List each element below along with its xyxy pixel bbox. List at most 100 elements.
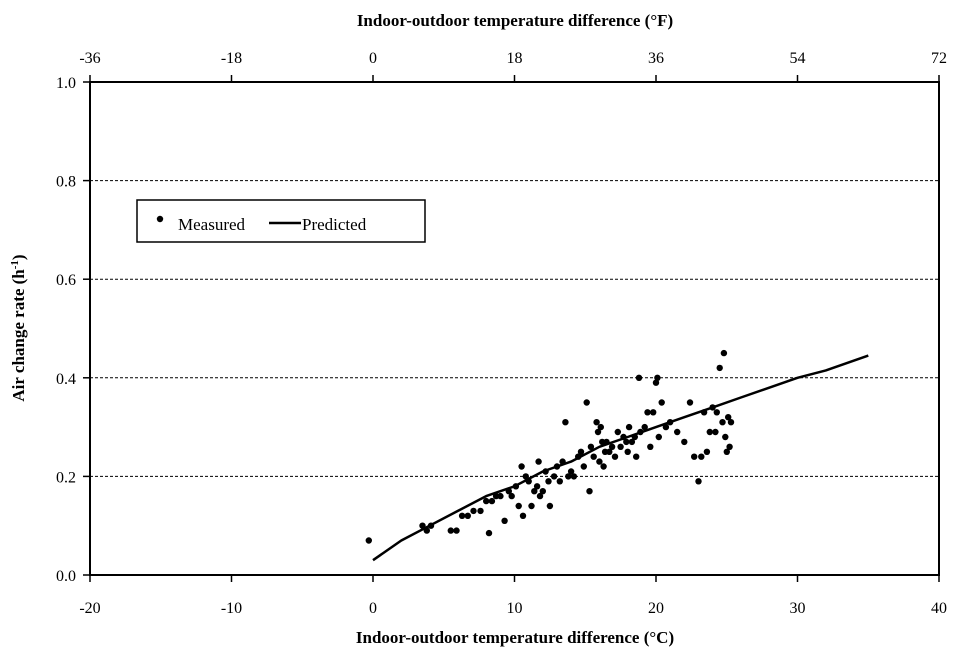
measured-point bbox=[583, 399, 590, 406]
measured-point bbox=[570, 473, 578, 480]
measured-point bbox=[528, 502, 535, 510]
measured-point bbox=[586, 488, 593, 495]
legend: Measured Predicted bbox=[136, 199, 426, 243]
measured-point bbox=[508, 492, 515, 500]
y-tick-label: 0.2 bbox=[56, 469, 76, 486]
y-tick-label: 0.6 bbox=[56, 272, 76, 289]
measured-point bbox=[691, 453, 698, 460]
measured-point bbox=[608, 443, 616, 450]
x2-tick-label: 54 bbox=[790, 50, 806, 67]
y-tick-label: 0.4 bbox=[56, 371, 76, 388]
measured-point bbox=[644, 409, 651, 416]
measured-point bbox=[505, 488, 512, 495]
legend-measured-label: Measured bbox=[178, 215, 246, 234]
measured-point bbox=[625, 423, 633, 431]
measured-point bbox=[647, 443, 654, 450]
measured-point bbox=[545, 478, 552, 485]
measured-point bbox=[723, 448, 730, 455]
measured-point bbox=[695, 478, 702, 485]
measured-point bbox=[722, 433, 729, 441]
measured-point bbox=[515, 502, 522, 510]
measured-point bbox=[628, 438, 636, 446]
legend-predicted-label: Predicted bbox=[302, 215, 367, 234]
measured-point bbox=[631, 433, 638, 441]
measured-point bbox=[603, 438, 610, 446]
x-tick-label: 30 bbox=[790, 600, 806, 617]
x-tick-label: 10 bbox=[507, 600, 523, 617]
x-tick-label: -10 bbox=[221, 600, 242, 617]
measured-point bbox=[483, 497, 490, 505]
y-tick-label: 1.0 bbox=[56, 75, 76, 92]
measured-point bbox=[590, 453, 597, 460]
measured-point bbox=[719, 419, 726, 426]
measured-point bbox=[641, 423, 648, 431]
measured-point bbox=[587, 443, 595, 450]
measured-point bbox=[727, 419, 735, 426]
measured-point bbox=[674, 428, 681, 436]
measured-point bbox=[533, 483, 541, 490]
measured-point bbox=[464, 512, 471, 519]
measured-point bbox=[593, 419, 600, 426]
measured-point bbox=[553, 463, 561, 470]
y-tick-label: 0.8 bbox=[56, 174, 76, 191]
x2-tick-label: 36 bbox=[648, 50, 664, 67]
measured-point bbox=[546, 502, 554, 510]
y-axis-title-superscript: -1 bbox=[9, 260, 21, 269]
measured-point bbox=[447, 527, 454, 534]
x-tick-label: 20 bbox=[648, 600, 664, 617]
measured-point bbox=[655, 433, 662, 441]
measured-point bbox=[712, 428, 719, 436]
measured-point bbox=[600, 463, 607, 470]
x2-tick-label: -18 bbox=[221, 50, 242, 67]
y-axis-title-close: ) bbox=[9, 254, 28, 260]
measured-point bbox=[617, 443, 624, 450]
measured-point bbox=[662, 423, 670, 431]
measured-point bbox=[575, 453, 582, 460]
y-tick-label: 0.0 bbox=[56, 568, 76, 585]
measured-point bbox=[725, 414, 732, 421]
measured-point bbox=[700, 409, 708, 416]
measured-point bbox=[713, 409, 720, 416]
y-axis-title: Air change rate (h-1) bbox=[9, 254, 28, 401]
x-tick-label: 0 bbox=[369, 600, 377, 617]
measured-point bbox=[519, 512, 527, 519]
measured-series bbox=[365, 349, 735, 544]
measured-point bbox=[726, 443, 733, 450]
measured-point bbox=[535, 458, 542, 465]
measured-point bbox=[681, 438, 688, 446]
measured-point bbox=[522, 473, 529, 480]
measured-point bbox=[623, 438, 630, 446]
measured-point bbox=[635, 374, 643, 381]
measured-point bbox=[611, 453, 619, 460]
measured-point bbox=[458, 512, 466, 519]
measured-point bbox=[488, 497, 496, 505]
measured-point bbox=[580, 463, 587, 470]
measured-point bbox=[423, 527, 430, 534]
measured-point bbox=[654, 374, 661, 381]
measured-point bbox=[720, 349, 728, 357]
measured-point bbox=[620, 433, 627, 441]
x2-axis-title: Indoor-outdoor temperature difference (°… bbox=[357, 11, 673, 30]
measured-point bbox=[596, 458, 603, 465]
measured-point bbox=[419, 522, 426, 529]
measured-point bbox=[624, 448, 631, 455]
measured-point bbox=[565, 473, 572, 480]
measured-point bbox=[525, 478, 532, 485]
x2-tick-label: 72 bbox=[931, 50, 947, 67]
legend-box bbox=[136, 199, 426, 243]
x2-tick-label: -36 bbox=[79, 50, 100, 67]
measured-point bbox=[686, 399, 694, 406]
x-axis-title: Indoor-outdoor temperature difference (°… bbox=[356, 628, 674, 647]
measured-point bbox=[559, 458, 566, 465]
measured-point bbox=[518, 463, 525, 470]
predicted-line bbox=[372, 354, 869, 562]
measured-point bbox=[567, 468, 575, 475]
measured-point bbox=[531, 488, 538, 495]
measured-point bbox=[633, 453, 640, 460]
measured-point bbox=[637, 428, 644, 436]
measured-point bbox=[650, 409, 657, 416]
measured-point bbox=[365, 537, 372, 544]
measured-point bbox=[709, 404, 716, 411]
